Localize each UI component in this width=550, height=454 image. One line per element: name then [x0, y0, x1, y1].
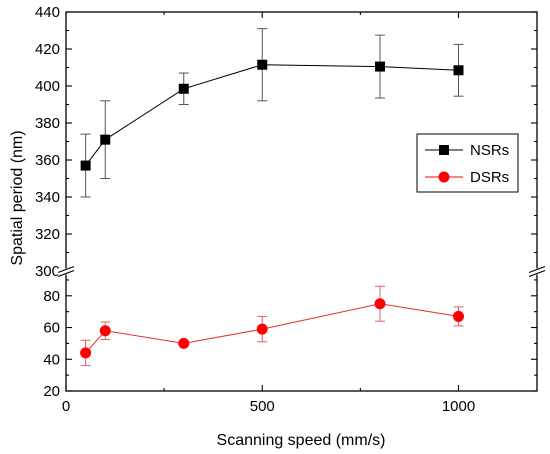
x-tick-label: 500 [250, 398, 275, 415]
y-tick-label: 340 [35, 189, 60, 206]
y-tick-label: 20 [43, 383, 60, 400]
data-point [257, 59, 268, 70]
legend-nsr-label: NSRs [470, 142, 509, 159]
legend-nsr-marker [439, 145, 449, 155]
axis-break-mark-left [57, 269, 75, 278]
axis-break-mark-right [528, 269, 546, 278]
y-tick-label: 60 [43, 320, 60, 337]
x-tick-label: 0 [62, 398, 70, 415]
series-line [85, 64, 459, 166]
series-line [85, 303, 459, 354]
y-tick-label: 400 [35, 78, 60, 95]
data-point [375, 61, 385, 72]
ticks-layer: 0 500 1000 300 320 340 360 380 400 420 440 20 40 60 80 [35, 4, 537, 415]
x-axis-label: Scanning speed (mm/s) [217, 432, 386, 449]
y-axis-label: Spatial period (nm) [9, 130, 26, 265]
data-point [453, 310, 464, 322]
y-tick-label: 420 [35, 41, 60, 58]
x-tick-label: 1000 [442, 398, 475, 415]
axis-break-marks [57, 265, 546, 278]
data-point [374, 298, 386, 310]
data-point [178, 83, 189, 94]
plot-frame [65, 11, 538, 392]
axis-break-gap-right [528, 268, 546, 275]
legend-dsr-marker [438, 171, 450, 183]
data-point [99, 325, 111, 337]
series-nsrs [80, 28, 464, 198]
y-tick-label: 40 [43, 351, 60, 368]
data-point [178, 337, 190, 349]
y-tick-label: 80 [43, 288, 60, 305]
axis-break-gap-left [57, 268, 75, 275]
y-tick-label: 380 [35, 115, 60, 132]
legend-box [416, 133, 519, 193]
axis-break-mark-left [57, 265, 75, 274]
y-tick-label: 360 [35, 152, 60, 169]
series-layer [80, 28, 464, 367]
y-tick-label: 300 [35, 263, 60, 280]
data-point [100, 134, 111, 145]
data-point [80, 347, 92, 359]
y-tick-label: 440 [35, 4, 60, 21]
legend-dsr-label: DSRs [470, 169, 509, 186]
legend: NSRs DSRs [416, 133, 519, 193]
axes-layer [65, 11, 538, 392]
axis-break-mark-right [528, 265, 546, 274]
y-tick-label: 320 [35, 226, 60, 243]
data-point [80, 160, 91, 171]
data-point [256, 323, 268, 335]
series-dsrs [80, 285, 464, 367]
data-point [453, 65, 464, 76]
